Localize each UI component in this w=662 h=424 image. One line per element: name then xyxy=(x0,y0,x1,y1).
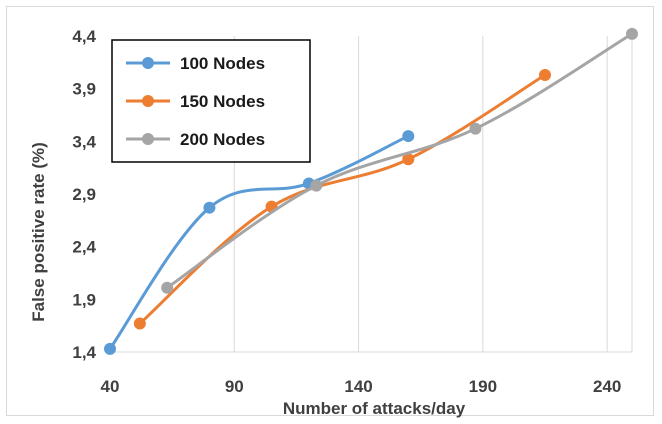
y-axis-ticks: 1,4 1,9 2,4 2,9 3,4 3,9 4,4 xyxy=(72,27,96,362)
x-axis-title: Number of attacks/day xyxy=(283,399,466,418)
x-tick-label: 190 xyxy=(469,377,497,396)
legend: 100 Nodes 150 Nodes 200 Nodes xyxy=(111,39,311,163)
series-line-200-nodes xyxy=(166,32,633,289)
data-point-150-nodes xyxy=(133,317,146,330)
y-axis-title: False positive rate (%) xyxy=(29,142,48,322)
y-tick-label: 3,9 xyxy=(72,80,96,99)
y-tick-label: 3,4 xyxy=(72,132,96,151)
y-tick-label: 4,4 xyxy=(72,27,96,46)
legend-marker-200-nodes xyxy=(142,133,154,145)
data-point-100-nodes xyxy=(104,342,116,355)
x-tick-label: 240 xyxy=(593,377,621,396)
y-tick-label: 1,9 xyxy=(72,290,96,309)
legend-label-200-nodes: 200 Nodes xyxy=(180,130,265,149)
data-point-200-nodes xyxy=(161,281,174,294)
legend-marker-150-nodes xyxy=(142,95,154,107)
x-tick-label: 140 xyxy=(344,377,372,396)
legend-marker-100-nodes xyxy=(142,57,154,69)
data-point-150-nodes xyxy=(402,153,415,166)
series-line-150-nodes xyxy=(138,73,546,325)
data-point-200-nodes xyxy=(469,122,482,135)
y-tick-label: 1,4 xyxy=(72,343,96,362)
data-point-200-nodes xyxy=(626,27,638,40)
data-point-100-nodes xyxy=(402,130,415,143)
x-tick-label: 40 xyxy=(101,377,120,396)
y-tick-label: 2,4 xyxy=(72,238,96,257)
series-line-100-nodes xyxy=(108,134,409,350)
data-point-100-nodes xyxy=(203,201,216,214)
x-tick-label: 90 xyxy=(225,377,244,396)
legend-label-150-nodes: 150 Nodes xyxy=(180,92,265,111)
data-point-150-nodes xyxy=(539,68,551,81)
x-axis-ticks: 40 90 140 190 240 xyxy=(101,377,622,396)
data-point-200-nodes xyxy=(310,179,323,192)
y-tick-label: 2,9 xyxy=(72,185,96,204)
series-layer xyxy=(104,27,638,355)
legend-label-100-nodes: 100 Nodes xyxy=(180,54,265,73)
